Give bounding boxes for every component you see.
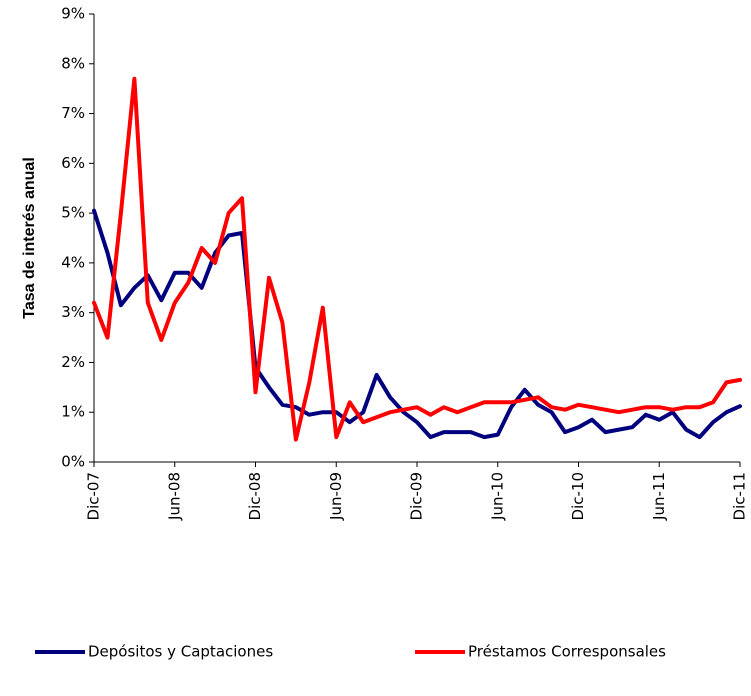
x-tick-label: Jun-11: [650, 472, 668, 521]
legend-label: Préstamos Corresponsales: [468, 643, 666, 661]
line-series: [92, 208, 742, 440]
y-tick-label: 6%: [61, 154, 85, 172]
y-axis-label: Tasa de interés anual: [21, 157, 38, 319]
y-tick-label: 4%: [61, 253, 85, 271]
y-tick-label: 7%: [61, 104, 85, 122]
x-tick-label: Dic-11: [731, 472, 749, 520]
legend-label: Depósitos y Captaciones: [88, 643, 273, 661]
x-tick-label: Dic-08: [246, 472, 264, 520]
y-tick-label: 8%: [61, 54, 85, 72]
y-tick-label: 0%: [61, 453, 85, 471]
x-tick-label: Jun-08: [165, 472, 183, 521]
y-tick-label: 5%: [61, 204, 85, 222]
y-tick-label: 2%: [61, 353, 85, 371]
x-tick-label: Dic-09: [408, 472, 426, 520]
x-tick-label: Jun-09: [327, 472, 345, 521]
y-tick-label: 1%: [61, 403, 85, 421]
line-series: [92, 76, 742, 442]
y-tick-label: 3%: [61, 303, 85, 321]
x-tick-label: Jun-10: [488, 472, 506, 521]
x-tick-label: Dic-10: [569, 472, 587, 520]
x-tick-label: Dic-07: [85, 472, 103, 520]
y-tick-label: 9%: [61, 5, 85, 23]
